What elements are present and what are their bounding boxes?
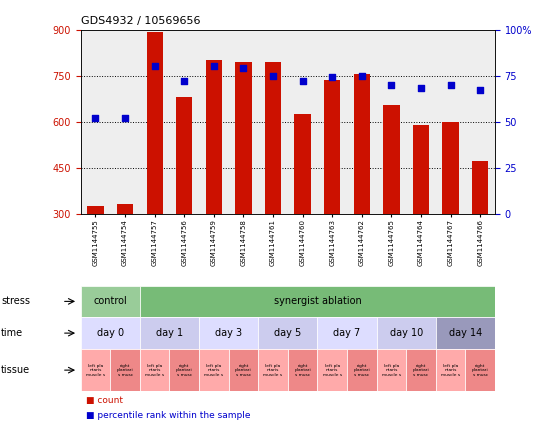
Text: right
plantari
s musc: right plantari s musc [413,363,429,377]
Bar [199,317,258,349]
Text: day 5: day 5 [274,328,301,338]
Text: ■ count: ■ count [86,396,123,405]
Bar [87,206,104,214]
Bar [146,32,163,214]
Bar [235,62,252,214]
Bar [169,349,199,391]
Text: ■ percentile rank within the sample: ■ percentile rank within the sample [86,411,251,420]
Text: right
plantari
s musc: right plantari s musc [472,363,489,377]
Text: right
plantari
s musc: right plantari s musc [294,363,311,377]
Bar [81,286,140,317]
Bar [258,349,288,391]
Bar [377,349,406,391]
Bar [258,317,317,349]
Bar [110,349,140,391]
Point [239,65,247,71]
Bar [383,105,400,214]
Text: control: control [94,297,127,306]
Bar [140,317,199,349]
Text: tissue: tissue [1,365,30,375]
Point [91,115,100,121]
Bar [206,60,222,214]
Point [180,78,189,85]
Bar [199,349,229,391]
Bar [377,317,436,349]
Text: left pla
ntaris
muscle s: left pla ntaris muscle s [323,363,342,377]
Point [416,85,425,92]
Bar [294,114,311,214]
Text: left pla
ntaris
muscle s: left pla ntaris muscle s [145,363,164,377]
Bar [288,349,317,391]
Point [121,115,130,121]
Text: left pla
ntaris
muscle s: left pla ntaris muscle s [86,363,105,377]
Bar [317,349,347,391]
Bar [353,74,370,214]
Bar [81,349,110,391]
Text: time: time [1,328,23,338]
Bar [229,349,258,391]
Bar [442,122,459,214]
Bar [140,349,169,391]
Text: day 0: day 0 [97,328,124,338]
Text: left pla
ntaris
muscle s: left pla ntaris muscle s [441,363,460,377]
Text: day 1: day 1 [156,328,183,338]
Bar [324,80,341,214]
Bar [406,349,436,391]
Text: left pla
ntaris
muscle s: left pla ntaris muscle s [382,363,401,377]
Bar [436,349,465,391]
Text: left pla
ntaris
muscle s: left pla ntaris muscle s [264,363,282,377]
Bar [465,349,495,391]
Text: right
plantari
s musc: right plantari s musc [353,363,370,377]
Text: synergist ablation: synergist ablation [273,297,362,306]
Bar [317,317,377,349]
Bar [176,97,193,214]
Bar [81,317,140,349]
Text: right
plantari
s musc: right plantari s musc [235,363,252,377]
Bar [140,286,495,317]
Text: GDS4932 / 10569656: GDS4932 / 10569656 [81,16,200,26]
Text: right
plantari
s musc: right plantari s musc [176,363,193,377]
Text: left pla
ntaris
muscle s: left pla ntaris muscle s [204,363,223,377]
Bar [472,162,489,214]
Point [328,74,337,81]
Bar [347,349,377,391]
Point [447,81,455,88]
Point [151,63,159,70]
Point [298,78,307,85]
Bar [436,317,495,349]
Bar [413,125,429,214]
Text: day 10: day 10 [390,328,423,338]
Point [476,87,485,94]
Text: day 7: day 7 [334,328,360,338]
Text: day 3: day 3 [215,328,242,338]
Point [387,81,396,88]
Point [269,72,278,79]
Point [210,63,218,70]
Text: day 14: day 14 [449,328,482,338]
Text: stress: stress [1,297,30,306]
Bar [265,62,281,214]
Text: right
plantari
s musc: right plantari s musc [117,363,133,377]
Point [358,72,366,79]
Bar [117,204,133,214]
